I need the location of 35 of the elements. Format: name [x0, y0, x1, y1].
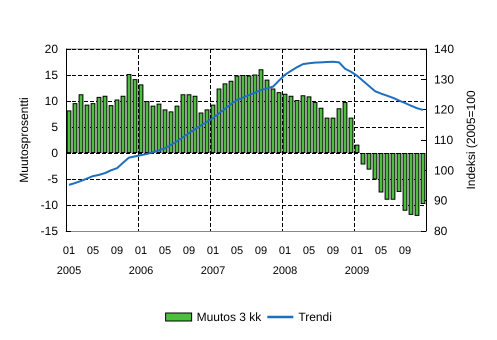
- x-tick-label: 09: [254, 245, 268, 257]
- x-tick-label: 01 2009: [344, 245, 370, 277]
- x-tick-label: 09: [326, 245, 340, 257]
- x-tick-label: 09: [110, 245, 124, 257]
- legend-label: Muutos 3 kk: [196, 310, 262, 324]
- y2-tick-label: 80: [434, 224, 448, 238]
- x-tick-label: 05: [230, 245, 244, 257]
- y2-tick-label: 100: [434, 163, 454, 178]
- y-tick-label: -10: [40, 198, 58, 212]
- y2-axis-title: Indeksi (2005=100: [464, 90, 478, 190]
- y-axis-title: Muutosprosentti: [16, 97, 31, 183]
- x-tick-label: 01 2007: [200, 245, 226, 277]
- y-tick-label: 20: [44, 42, 58, 56]
- y-tick-label: 15: [44, 68, 58, 82]
- x-tick-label: 05: [158, 245, 172, 257]
- x-tick-label: 09: [182, 245, 196, 257]
- x-tick-label: 01 2005: [56, 245, 82, 277]
- x-tick-label: 09: [398, 245, 412, 257]
- x-tick-label: 05: [86, 245, 100, 257]
- y2-tick-label: 140: [434, 42, 454, 56]
- y-tick-label: 0: [51, 146, 58, 160]
- y2-tick-label: 90: [434, 194, 448, 208]
- y-tick-label: 5: [51, 120, 58, 134]
- y2-tick-label: 130: [434, 72, 454, 86]
- x-tick-label: 05: [374, 245, 388, 257]
- x-tick-label: 05: [302, 245, 316, 257]
- y-tick-label: -15: [40, 224, 58, 238]
- x-tick-label: 01 2006: [128, 245, 154, 277]
- y-tick-label: -5: [47, 172, 58, 186]
- line-series: [68, 60, 424, 186]
- y-tick-label: 10: [44, 94, 58, 108]
- x-tick-label: 01 2008: [272, 245, 298, 277]
- y2-tick-label: 110: [434, 133, 454, 147]
- y2-tick-label: 120: [434, 102, 454, 117]
- legend-label: Trendi: [298, 310, 332, 324]
